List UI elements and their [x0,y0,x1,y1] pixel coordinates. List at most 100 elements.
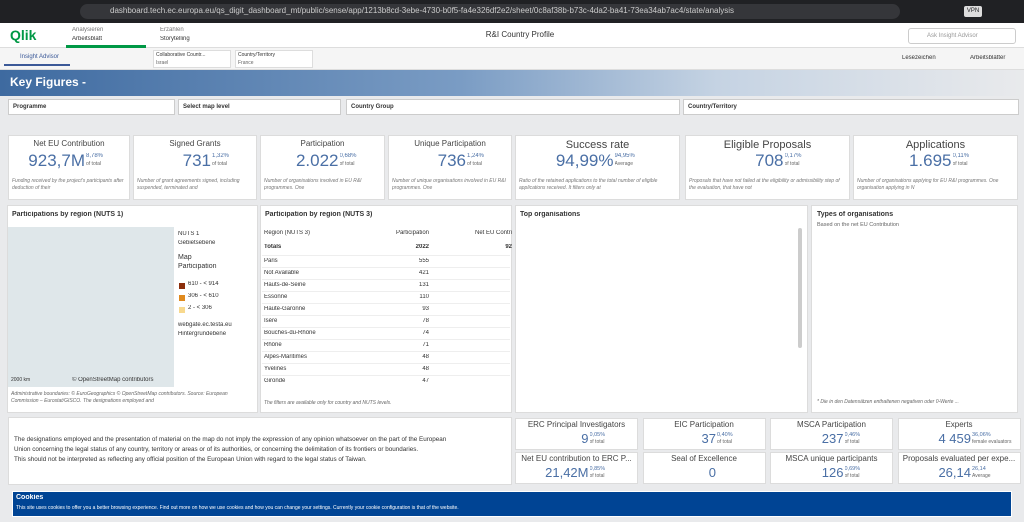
map-title: Participations by region (NUTS 1) [12,211,252,221]
kpi-title: ERC Principal Investigators [518,420,635,431]
filter-value[interactable]: Israel [156,60,224,67]
kpi-title: Proposals evaluated per expe... [901,454,1018,465]
kpi-title: EIC Participation [646,420,763,431]
table-total: 92 [432,244,512,253]
map-background-type: Hintergrundebene [178,331,254,340]
kpi-sub: of total [86,161,126,169]
kpi-sub: of total [845,439,895,446]
kpi-sub: of total [212,161,252,169]
kpi-pct: 0,46% [845,432,895,439]
kpi-value: 237 [792,431,844,448]
kpi-pct: 0,11% [953,153,993,161]
kpi-value: 0 [664,465,716,482]
sheets[interactable]: Arbeitsblätter [970,55,1020,65]
table-row-line [262,339,510,340]
kpi-title: MSCA Participation [773,420,890,431]
disclaimer-line: The designations employed and the presen… [14,436,509,445]
kpi-pct: 1,32% [212,153,252,161]
map-scale: 2000 km [11,377,51,385]
kpi-value: 1.695 [894,151,952,173]
legend-swatch [179,307,185,313]
search[interactable]: Ask Insight Advisor [908,28,1016,44]
legend-label: 2 - < 306 [188,305,254,314]
kpi-desc: Number of unique organisations involved … [392,178,508,198]
table-cell: 74 [345,330,429,339]
table-row-line [262,351,510,352]
filter-field[interactable]: Collaborative Countr... [156,52,224,60]
kpi-value: 94,99% [556,151,614,173]
kpi-sub: of total [953,161,993,169]
table-row-line [262,255,510,256]
map-background: webgate.ec.testa.eu [178,322,254,331]
table-cell: 110 [345,294,429,303]
tab-bottom[interactable]: Storytelling [160,36,240,46]
panel [515,205,808,413]
table-row-line [262,267,510,268]
kpi-desc: Number of organisations involved in EU R… [264,178,381,198]
kpi-title: MSCA unique participants [773,454,890,465]
filter-pane[interactable]: Country/Territory [683,99,1019,115]
vpn-badge[interactable]: VPN [964,6,982,17]
disclaimer-line: This should not be interpreted as reflec… [14,456,509,465]
bookmarks[interactable]: Lesezeichen [902,55,952,65]
table-row-line [262,327,510,328]
table-header: Net EU Contri [432,230,512,239]
kpi-pct: 0,69% [845,466,895,473]
kpi-sub: of total [340,161,380,169]
kpi-sub: of total [590,473,640,480]
kpi-pct: 26,14 [972,466,1022,473]
tab-top[interactable]: Erzählen [160,27,240,36]
kpi-value: 21,42M [537,465,589,482]
map-attribution: © OpenStreetMap contributors [72,377,172,385]
cookie-text: This site uses cookies to offer you a be… [16,505,1006,513]
legend-swatch [179,295,185,301]
insight-advisor[interactable]: Insight Advisor [4,50,70,66]
kpi-value: 126 [792,465,844,482]
table-cell: 421 [345,270,429,279]
kpi-title: Experts [901,420,1018,431]
table-row-line [262,279,510,280]
map-area [8,227,174,387]
sheet-title: Key Figures - [10,75,210,91]
table-total: 2022 [345,244,429,253]
url: dashboard.tech.ec.europa.eu/qs_digit_das… [110,6,880,18]
table-cell: 555 [345,258,429,267]
kpi-desc: Number of organisations applying for EU … [857,178,1014,198]
logo: Qlik [10,27,40,43]
table-note: The filters are available only for count… [264,400,508,408]
scrollbar [798,228,802,348]
legend-label: 610 - < 914 [188,281,254,290]
kpi-sub: Average [615,161,655,169]
table-cell: 47 [345,378,429,387]
filter-pane[interactable]: Country Group [346,99,680,115]
kpi-desc: Number of grant agreements signed, inclu… [137,178,253,198]
filter-value[interactable]: France [238,60,306,67]
kpi-sub: of total [717,439,767,446]
kpi-pct: 1,24% [467,153,507,161]
filter-field[interactable]: Country/Territory [238,52,306,60]
kpi-value: 9 [537,431,589,448]
kpi-pct: 0,68% [340,153,380,161]
kpi-pct: 36,06% [972,432,1022,439]
kpi-desc: Funding received by the project's partic… [12,178,126,198]
cookie-title: Cookies [16,494,96,504]
kpi-sub: of total [590,439,640,446]
filter-pane[interactable]: Select map level [178,99,341,115]
tab-top[interactable]: Analysieren [72,27,152,36]
map-legend-text: NUTS 1 [178,231,254,240]
app-title[interactable]: R&I Country Profile [420,30,620,42]
kpi-title: Seal of Excellence [646,454,763,465]
table-row-line [262,315,510,316]
table-row-line [262,363,510,364]
active-tab-line [66,45,146,48]
legend-swatch [179,283,185,289]
kpi-value: 731 [153,151,211,173]
filter-pane[interactable]: Programme [8,99,175,115]
table-cell: 93 [345,306,429,315]
kpi-sub: Average [972,473,1022,480]
kpi-value: 37 [664,431,716,448]
kpi-sub: of total [467,161,507,169]
kpi-value: 923,7M [27,151,85,173]
kpi-sub: of total [785,161,825,169]
kpi-pct: 0,40% [717,432,767,439]
